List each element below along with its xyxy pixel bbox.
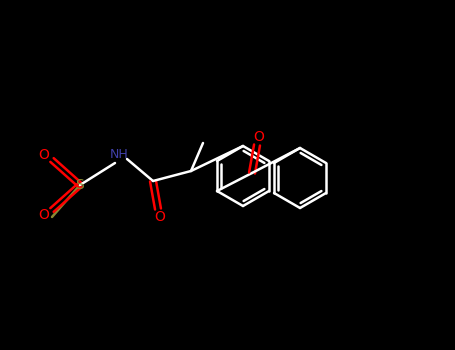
Text: NH: NH: [110, 148, 128, 161]
Text: O: O: [39, 148, 50, 162]
Text: O: O: [39, 208, 50, 222]
Text: O: O: [155, 210, 166, 224]
Text: S: S: [76, 178, 84, 192]
Text: O: O: [253, 130, 264, 144]
